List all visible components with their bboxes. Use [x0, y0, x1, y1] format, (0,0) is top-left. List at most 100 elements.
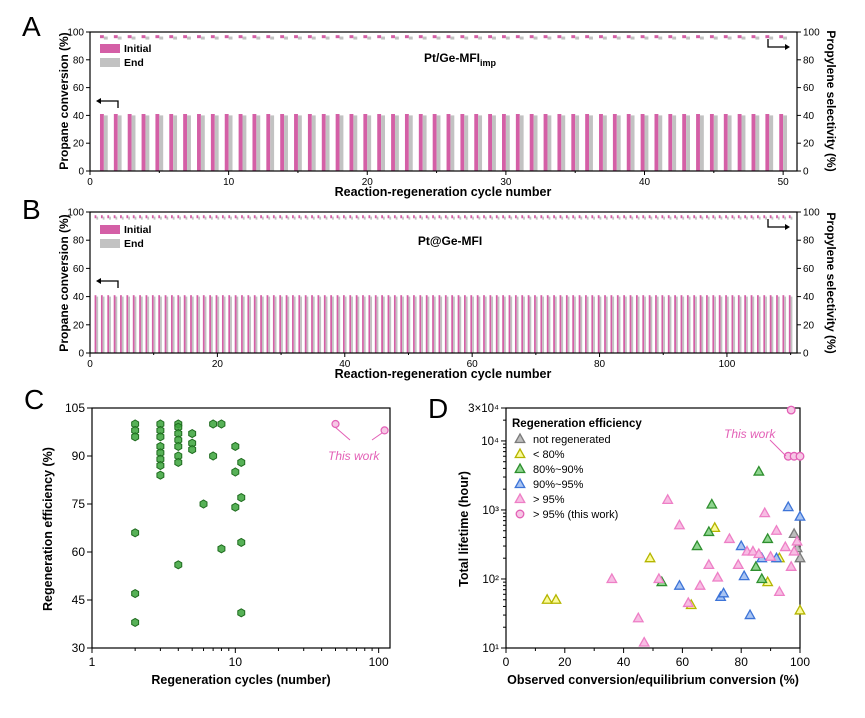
bar-initial-conversion	[317, 295, 320, 353]
bar-end-conversion	[542, 296, 545, 353]
scatter-point	[750, 560, 762, 571]
bar-end-selectivity	[675, 216, 678, 220]
bar-end-conversion	[198, 296, 201, 353]
legend-swatch-end	[100, 58, 120, 67]
x-tick-label: 0	[87, 359, 93, 370]
bar-end-conversion	[602, 115, 607, 171]
bar-initial-conversion	[489, 295, 492, 353]
bar-initial-conversion	[393, 295, 396, 353]
bar-end-selectivity	[630, 36, 635, 40]
scatter-point	[717, 586, 730, 598]
bar-initial-selectivity	[406, 215, 409, 219]
bar-end-selectivity	[422, 36, 427, 40]
bar-initial-selectivity	[139, 215, 141, 219]
bar-initial-conversion	[546, 295, 549, 353]
bar-end-selectivity	[453, 216, 455, 220]
bar-end-selectivity	[714, 216, 716, 220]
scatter-point	[785, 560, 798, 571]
arrowhead-left	[96, 98, 101, 104]
bar-initial-conversion	[725, 295, 727, 353]
bar-initial-conversion	[377, 114, 382, 171]
bar-end-selectivity	[436, 36, 441, 40]
bar-initial-conversion	[529, 114, 534, 171]
bar-initial-selectivity	[234, 215, 237, 219]
bar-end-conversion	[755, 115, 760, 171]
bar-end-conversion	[300, 296, 302, 353]
bar-initial-selectivity	[100, 215, 103, 219]
bar-initial-conversion	[323, 295, 326, 353]
bar-initial-conversion	[419, 295, 422, 353]
arrowhead-right	[785, 44, 790, 50]
bar-initial-conversion	[508, 295, 511, 353]
bar-initial-conversion	[139, 295, 141, 353]
bar-end-conversion	[637, 296, 640, 353]
bar-end-selectivity	[198, 216, 201, 220]
scatter-point	[779, 540, 792, 552]
bar-initial-conversion	[94, 295, 97, 353]
bar-initial-selectivity	[393, 215, 396, 219]
bar-end-selectivity	[117, 36, 122, 40]
scatter-point	[794, 510, 806, 521]
bar-end-selectivity	[446, 216, 449, 220]
bar-end-conversion	[363, 296, 366, 353]
y-tick-label: 40	[73, 292, 85, 303]
bar-initial-conversion	[127, 114, 132, 171]
bar-end-conversion	[510, 296, 513, 353]
scatter-point	[794, 551, 806, 563]
bar-initial-conversion	[642, 295, 645, 353]
bar-initial-selectivity	[527, 215, 530, 219]
panel-d-legend: Regeneration efficiency not regenerated < …	[512, 418, 642, 521]
bar-end-selectivity	[128, 216, 130, 220]
bar-end-conversion	[450, 115, 455, 171]
bar-initial-selectivity	[272, 215, 275, 219]
bar-initial-conversion	[709, 114, 714, 171]
bar-end-selectivity	[395, 216, 398, 220]
bar-initial-selectivity	[680, 215, 683, 219]
bar-initial-selectivity	[330, 215, 333, 219]
bar-initial-selectivity	[682, 35, 687, 39]
bar-end-conversion	[720, 296, 723, 353]
bar-end-conversion	[187, 115, 191, 171]
bar-end-conversion	[293, 296, 296, 353]
bar-end-conversion	[408, 296, 411, 353]
bar-end-selectivity	[159, 36, 164, 40]
bar-end-selectivity	[492, 36, 496, 40]
this-work-connector	[334, 426, 383, 441]
legend-label: > 95%	[533, 494, 565, 506]
panel-a-ticks: 0 10 20 30 40 50 0 20 40 60 80 100 0 20 40 60 80 100	[67, 28, 820, 189]
bar-end-conversion	[228, 115, 233, 171]
bar-initial-conversion	[155, 114, 160, 171]
bar-end-selectivity	[450, 36, 455, 40]
scatter-point-literature	[231, 502, 240, 512]
panel-a-title: Pt/Ge-MFIimp	[424, 51, 497, 68]
scatter-point-literature	[209, 451, 218, 461]
bar-end-selectivity	[547, 36, 552, 40]
scatter-point	[694, 579, 706, 590]
bar-end-conversion	[422, 115, 427, 171]
y-tick-label: 40	[73, 111, 85, 122]
scatter-point	[605, 572, 618, 584]
bar-end-selectivity	[616, 36, 621, 40]
bar-initial-selectivity	[483, 215, 485, 219]
bar-end-selectivity	[325, 216, 328, 220]
bar-end-conversion	[790, 296, 793, 353]
bar-end-selectivity	[311, 36, 316, 40]
legend-label: > 95% (this work)	[533, 509, 618, 521]
bar-end-selectivity	[102, 216, 105, 220]
bar-end-conversion	[658, 115, 663, 171]
bar-end-conversion	[714, 296, 716, 353]
bar-initial-selectivity	[292, 215, 294, 219]
bar-end-selectivity	[699, 36, 704, 40]
bar-end-selectivity	[440, 216, 443, 220]
legend-label: 80%~90%	[533, 464, 584, 476]
y2-tick-label: 100	[803, 28, 820, 39]
bar-end-conversion	[783, 115, 788, 171]
bar-end-selectivity	[103, 36, 108, 40]
bar-end-selectivity	[516, 216, 519, 220]
y-tick-label: 75	[72, 497, 86, 511]
x-tick-label: 20	[362, 177, 374, 188]
bar-initial-selectivity	[177, 215, 180, 219]
bar-initial-conversion	[280, 114, 285, 171]
bar-end-conversion	[159, 115, 164, 171]
bar-end-conversion	[765, 296, 767, 353]
